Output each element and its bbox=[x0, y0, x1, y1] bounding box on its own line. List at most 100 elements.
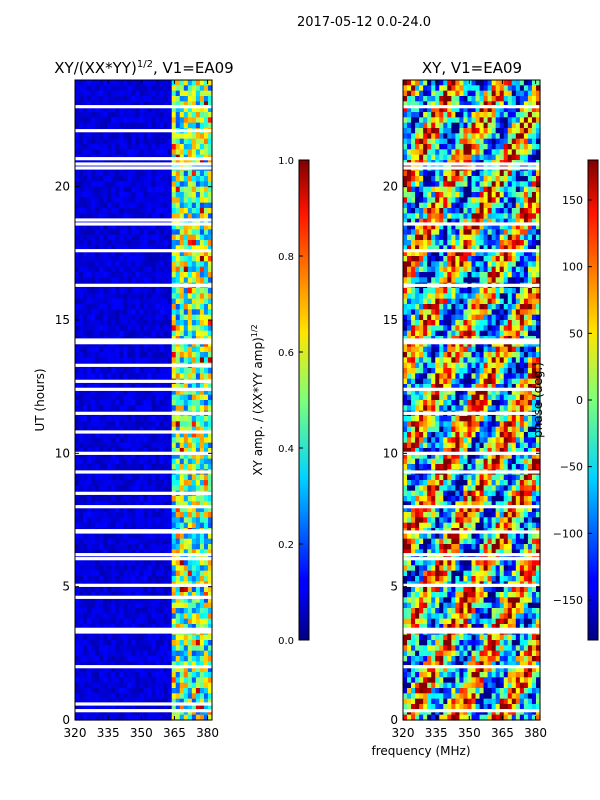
heatmap-cell bbox=[515, 117, 521, 124]
heatmap-cell bbox=[207, 357, 213, 364]
heatmap-cell bbox=[131, 202, 137, 209]
heatmap-cell bbox=[75, 437, 80, 444]
heatmap-cell bbox=[171, 85, 177, 92]
heatmap-cell bbox=[519, 117, 525, 124]
heatmap-cell bbox=[199, 661, 205, 668]
heatmap-cell bbox=[131, 448, 137, 454]
heatmap-cell bbox=[79, 106, 84, 113]
heatmap-cell bbox=[167, 421, 173, 428]
heatmap-cell bbox=[183, 448, 189, 454]
heatmap-cell bbox=[179, 677, 185, 684]
heatmap-cell bbox=[147, 485, 153, 492]
heatmap-cell bbox=[183, 608, 189, 614]
heatmap-cell bbox=[183, 384, 189, 390]
heatmap-cell bbox=[179, 138, 185, 145]
heatmap-cell bbox=[87, 714, 92, 721]
heatmap-cell bbox=[527, 144, 533, 150]
heatmap-cell bbox=[435, 181, 440, 188]
heatmap-cell bbox=[159, 709, 165, 716]
heatmap-cell bbox=[167, 458, 173, 465]
heatmap-cell bbox=[99, 714, 104, 721]
heatmap-cell bbox=[115, 304, 120, 310]
heatmap-cell bbox=[143, 202, 149, 209]
heatmap-cell bbox=[195, 565, 201, 572]
heatmap-cell bbox=[103, 101, 108, 108]
heatmap-cell bbox=[415, 133, 420, 140]
heatmap-cell bbox=[107, 688, 112, 694]
heatmap-cell bbox=[91, 181, 96, 188]
heatmap-cell bbox=[471, 85, 477, 92]
heatmap-cell bbox=[95, 682, 100, 689]
heatmap-cell bbox=[155, 442, 161, 449]
heatmap-cell bbox=[123, 693, 128, 700]
heatmap-cell bbox=[131, 426, 137, 433]
heatmap-cell bbox=[163, 602, 169, 609]
heatmap-cell bbox=[123, 352, 128, 358]
heatmap-cell bbox=[171, 634, 177, 641]
heatmap-cell bbox=[119, 602, 124, 609]
heatmap-cell bbox=[91, 666, 96, 673]
heatmap-cell bbox=[179, 384, 185, 390]
heatmap-cell bbox=[431, 122, 436, 129]
heatmap-cell bbox=[491, 197, 497, 204]
heatmap-cell bbox=[415, 122, 420, 129]
heatmap-cell bbox=[75, 608, 80, 614]
heatmap-cell bbox=[79, 570, 84, 577]
heatmap-cell bbox=[151, 277, 157, 284]
heatmap-cell bbox=[91, 250, 96, 257]
heatmap-cell bbox=[443, 96, 448, 102]
heatmap-cell bbox=[191, 218, 197, 225]
heatmap-cell bbox=[179, 698, 185, 705]
heatmap-cell bbox=[155, 698, 161, 705]
heatmap-cell bbox=[163, 618, 169, 625]
heatmap-cell bbox=[175, 506, 181, 513]
heatmap-cell bbox=[183, 613, 189, 620]
heatmap-cell bbox=[511, 133, 517, 140]
heatmap-cell bbox=[207, 597, 213, 604]
heatmap-cell bbox=[187, 272, 193, 278]
heatmap-cell bbox=[95, 138, 100, 145]
heatmap-cell bbox=[159, 389, 165, 396]
heatmap-cell bbox=[95, 181, 100, 188]
heatmap-cell bbox=[207, 538, 213, 545]
heatmap-cell bbox=[199, 560, 205, 566]
heatmap-cell bbox=[111, 448, 116, 454]
heatmap-cell bbox=[99, 704, 104, 710]
heatmap-cell bbox=[207, 693, 213, 700]
heatmap-cell bbox=[79, 442, 84, 449]
colorbar1-tick-label: 0.2 bbox=[278, 540, 294, 551]
heatmap-cell bbox=[403, 122, 408, 129]
heatmap-cell bbox=[187, 565, 193, 572]
heatmap-cell bbox=[407, 144, 412, 150]
heatmap-cell bbox=[155, 170, 161, 177]
heatmap-cell bbox=[483, 170, 489, 177]
heatmap-cell bbox=[95, 661, 100, 668]
heatmap-cell bbox=[411, 202, 416, 209]
heatmap-cell bbox=[163, 506, 169, 513]
heatmap-cell bbox=[115, 224, 120, 230]
x-tick-label: 320 bbox=[64, 726, 87, 740]
heatmap-cell bbox=[191, 176, 197, 182]
heatmap-cell bbox=[83, 437, 88, 444]
heatmap-cell bbox=[135, 320, 141, 326]
heatmap-cell bbox=[195, 437, 201, 444]
heatmap-cell bbox=[471, 106, 477, 113]
heatmap-cell bbox=[195, 416, 201, 422]
heatmap-cell bbox=[91, 256, 96, 262]
heatmap-cell bbox=[203, 437, 209, 444]
heatmap-cell bbox=[143, 90, 149, 97]
heatmap-cell bbox=[155, 90, 161, 97]
heatmap-cell bbox=[155, 464, 161, 470]
heatmap-cell bbox=[459, 128, 465, 134]
blank-row bbox=[75, 341, 212, 345]
heatmap-cell bbox=[195, 330, 201, 337]
heatmap-cell bbox=[171, 650, 177, 657]
heatmap-cell bbox=[163, 224, 169, 230]
heatmap-cell bbox=[479, 197, 485, 204]
heatmap-cell bbox=[435, 138, 440, 145]
heatmap-cell bbox=[123, 656, 128, 662]
heatmap-cell bbox=[203, 549, 209, 556]
heatmap-cell bbox=[91, 517, 96, 524]
heatmap-cell bbox=[151, 90, 157, 97]
heatmap-cell bbox=[99, 698, 104, 705]
